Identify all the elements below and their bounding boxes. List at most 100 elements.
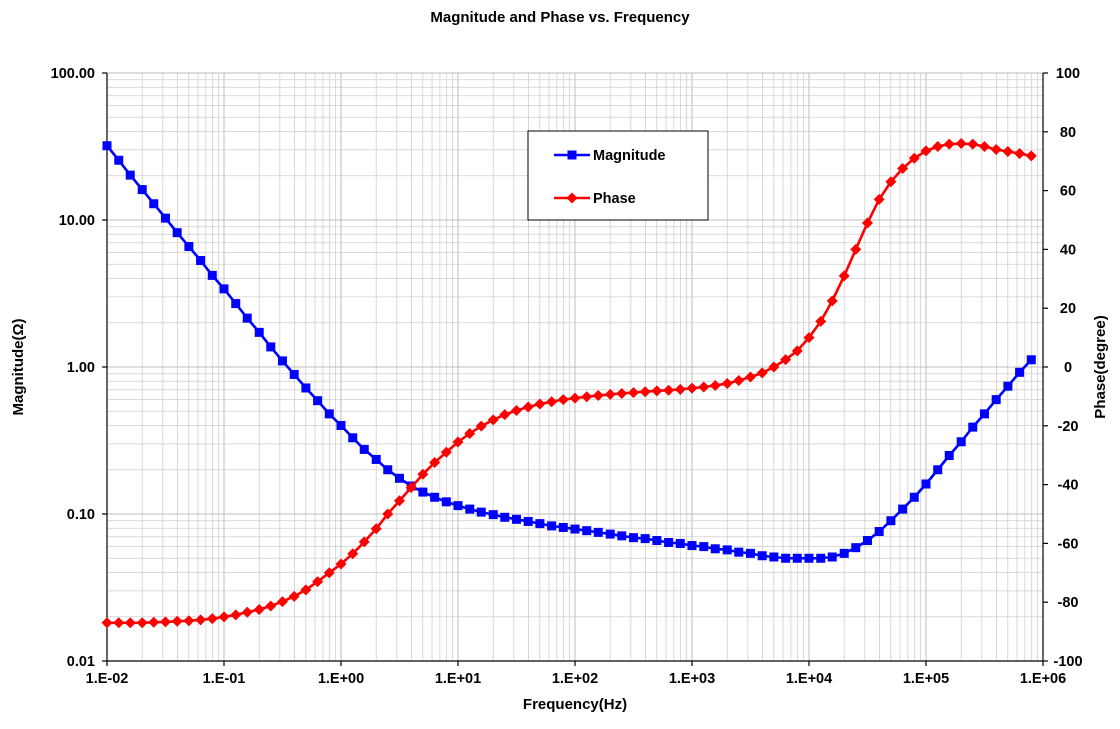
- magnitude-point: [172, 228, 182, 238]
- magnitude-point: [628, 533, 638, 543]
- phase-point: [1002, 145, 1014, 157]
- phase-point: [370, 523, 382, 535]
- phase-point: [803, 332, 815, 344]
- y-right-tick-label: -80: [1058, 595, 1079, 611]
- phase-point: [218, 611, 230, 623]
- magnitude-point: [769, 552, 779, 562]
- magnitude-point: [675, 538, 685, 548]
- phase-point: [440, 446, 452, 458]
- phase-point: [616, 387, 628, 399]
- phase-point: [148, 616, 160, 628]
- phase-point: [265, 600, 277, 612]
- magnitude-point: [547, 521, 557, 531]
- y-right-tick-label: 60: [1060, 184, 1076, 200]
- phase-point: [780, 354, 792, 366]
- phase-point: [873, 193, 885, 205]
- phase-point: [546, 396, 558, 408]
- magnitude-point: [792, 553, 802, 563]
- magnitude-point: [593, 527, 603, 537]
- phase-point: [276, 596, 288, 608]
- magnitude-point: [757, 551, 767, 561]
- phase-point: [312, 576, 324, 588]
- magnitude-point: [804, 553, 814, 563]
- phase-point: [499, 409, 511, 421]
- magnitude-point: [149, 199, 159, 209]
- phase-point: [300, 584, 312, 596]
- phase-point: [534, 398, 546, 410]
- phase-point: [885, 176, 897, 188]
- magnitude-point: [839, 548, 849, 558]
- x-tick-label: 1.E+02: [552, 671, 598, 687]
- magnitude-point: [348, 433, 358, 443]
- phase-point: [581, 391, 593, 403]
- series-magnitude: [102, 141, 1036, 563]
- magnitude-point: [1026, 355, 1036, 365]
- phase-point: [382, 508, 394, 520]
- phase-point: [358, 536, 370, 548]
- legend-label-magnitude: Magnitude: [593, 148, 666, 164]
- magnitude-point: [640, 534, 650, 544]
- y-left-axis-title: Magnitude(Ω): [10, 318, 27, 415]
- phase-point: [627, 387, 639, 399]
- magnitude-point: [219, 284, 229, 294]
- phase-point: [522, 401, 534, 413]
- magnitude-point: [277, 356, 287, 366]
- phase-point: [206, 613, 218, 625]
- magnitude-point: [313, 396, 323, 406]
- phase-point: [253, 604, 265, 616]
- phase-point: [101, 617, 113, 629]
- magnitude-point: [207, 270, 217, 280]
- magnitude-point: [465, 504, 475, 514]
- phase-point: [698, 381, 710, 393]
- magnitude-point: [430, 492, 440, 502]
- legend-label-phase: Phase: [593, 191, 636, 207]
- phase-point: [464, 427, 476, 439]
- magnitude-point: [453, 501, 463, 511]
- phase-point: [417, 468, 429, 480]
- magnitude-point: [289, 369, 299, 379]
- x-tick-label: 1.E+00: [318, 671, 364, 687]
- phase-point: [323, 567, 335, 579]
- y-left-tick-label: 1.00: [67, 360, 95, 376]
- y-left-tick-label: 100.00: [51, 66, 95, 82]
- x-axis-title: Frequency(Hz): [523, 696, 627, 713]
- magnitude-point: [196, 256, 206, 266]
- magnitude-point: [979, 409, 989, 419]
- magnitude-point: [511, 514, 521, 524]
- phase-point: [124, 617, 136, 629]
- magnitude-point: [991, 395, 1001, 405]
- legend: Magnitude Phase: [527, 130, 709, 221]
- phase-point: [756, 367, 768, 379]
- phase-point: [393, 495, 405, 507]
- magnitude-point: [394, 473, 404, 483]
- x-tick-label: 1.E+01: [435, 671, 481, 687]
- y-right-tick-label: -100: [1053, 654, 1082, 670]
- phase-point: [592, 390, 604, 402]
- magnitude-point: [324, 409, 334, 419]
- phase-point: [861, 217, 873, 229]
- phase-point: [113, 617, 125, 629]
- magnitude-point: [441, 497, 451, 507]
- magnitude-point: [301, 383, 311, 393]
- magnitude-point: [722, 545, 732, 555]
- legend-marker-magnitude: [567, 150, 577, 160]
- phase-point: [967, 138, 979, 150]
- magnitude-point: [535, 519, 545, 529]
- y-right-tick-label: 80: [1060, 125, 1076, 141]
- phase-point: [733, 375, 745, 387]
- magnitude-point: [359, 444, 369, 454]
- magnitude-point: [558, 522, 568, 532]
- phase-point: [932, 141, 944, 152]
- magnitude-point: [710, 544, 720, 554]
- magnitude-point: [862, 536, 872, 546]
- series-layer: [101, 138, 1037, 629]
- magnitude-point: [254, 327, 264, 337]
- magnitude-point: [570, 524, 580, 534]
- y-right-tick-label: 20: [1060, 301, 1076, 317]
- x-tick-label: 1.E+04: [786, 671, 832, 687]
- magnitude-point: [137, 185, 147, 195]
- legend-marker-phase: [566, 192, 578, 204]
- y-left-tick-label: 0.10: [67, 507, 95, 523]
- legend-box: [527, 130, 709, 221]
